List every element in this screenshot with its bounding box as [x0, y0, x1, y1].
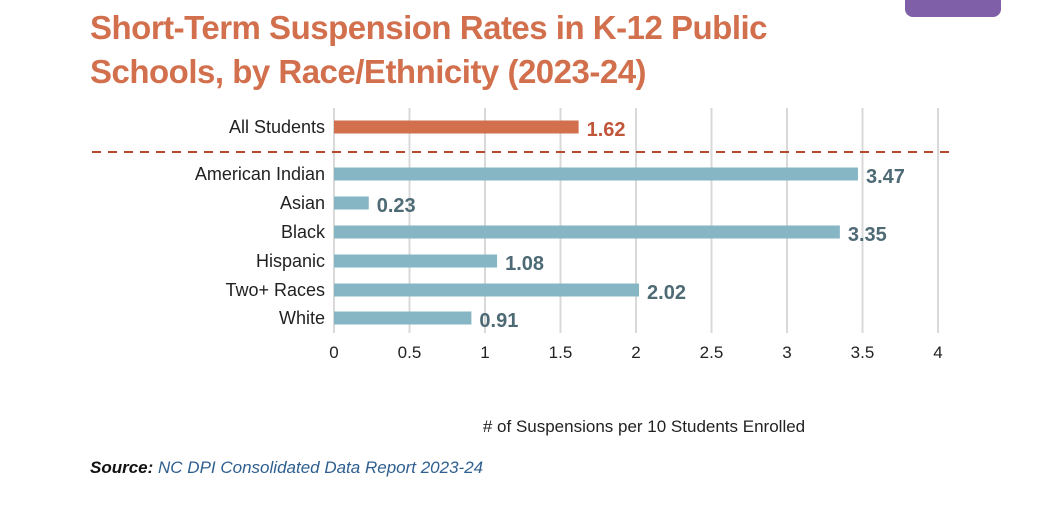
- x-tick-label: 1.5: [549, 343, 573, 362]
- bar: [334, 254, 498, 268]
- x-tick-label: 2: [631, 343, 640, 362]
- bar: [334, 283, 640, 297]
- bar: [334, 196, 369, 210]
- chart-title: Short-Term Suspension Rates in K-12 Publ…: [90, 6, 850, 94]
- x-tick-label: 0: [329, 343, 338, 362]
- x-tick-label: 2.5: [700, 343, 724, 362]
- x-tick-label: 4: [933, 343, 942, 362]
- value-label: 3.47: [866, 166, 905, 188]
- value-labels: 1.62 3.47 0.23 3.35 1.08 2.02 0.91: [377, 119, 905, 332]
- x-tick-label: 3: [782, 343, 791, 362]
- category-label: American Indian: [195, 164, 325, 184]
- x-tick-label: 0.5: [398, 343, 422, 362]
- category-label: Asian: [280, 193, 325, 213]
- gridlines: [333, 108, 939, 333]
- category-label: All Students: [229, 117, 325, 137]
- value-label: 1.08: [505, 253, 544, 275]
- category-label: Hispanic: [256, 251, 325, 271]
- bar: [334, 225, 840, 239]
- bars: [334, 120, 858, 325]
- value-label: 1.62: [587, 119, 626, 141]
- x-axis-label: # of Suspensions per 10 Students Enrolle…: [482, 417, 806, 436]
- category-labels: All Students American Indian Asian Black His…: [195, 117, 326, 328]
- corner-tab: [905, 0, 1001, 17]
- x-tick-label: 3.5: [851, 343, 875, 362]
- category-label: Two+ Races: [225, 280, 325, 300]
- category-label: Black: [281, 222, 326, 242]
- bar: [334, 311, 472, 325]
- bar: [334, 120, 579, 134]
- x-tick-label: 1: [480, 343, 489, 362]
- source-note: Source: NC DPI Consolidated Data Report …: [90, 458, 483, 478]
- value-label: 0.91: [479, 310, 518, 332]
- source-text: NC DPI Consolidated Data Report 2023-24: [158, 458, 484, 477]
- value-label: 0.23: [377, 195, 416, 217]
- bar: [334, 167, 858, 181]
- title-line-1: Short-Term Suspension Rates in K-12 Publ…: [90, 9, 768, 46]
- category-label: White: [279, 308, 325, 328]
- source-label: Source:: [90, 458, 154, 477]
- title-line-2: Schools, by Race/Ethnicity (2023-24): [90, 53, 647, 90]
- value-label: 2.02: [647, 282, 686, 304]
- x-tick-labels: 0 0.5 1 1.5 2 2.5 3 3.5 4: [329, 343, 942, 362]
- value-label: 3.35: [848, 224, 887, 246]
